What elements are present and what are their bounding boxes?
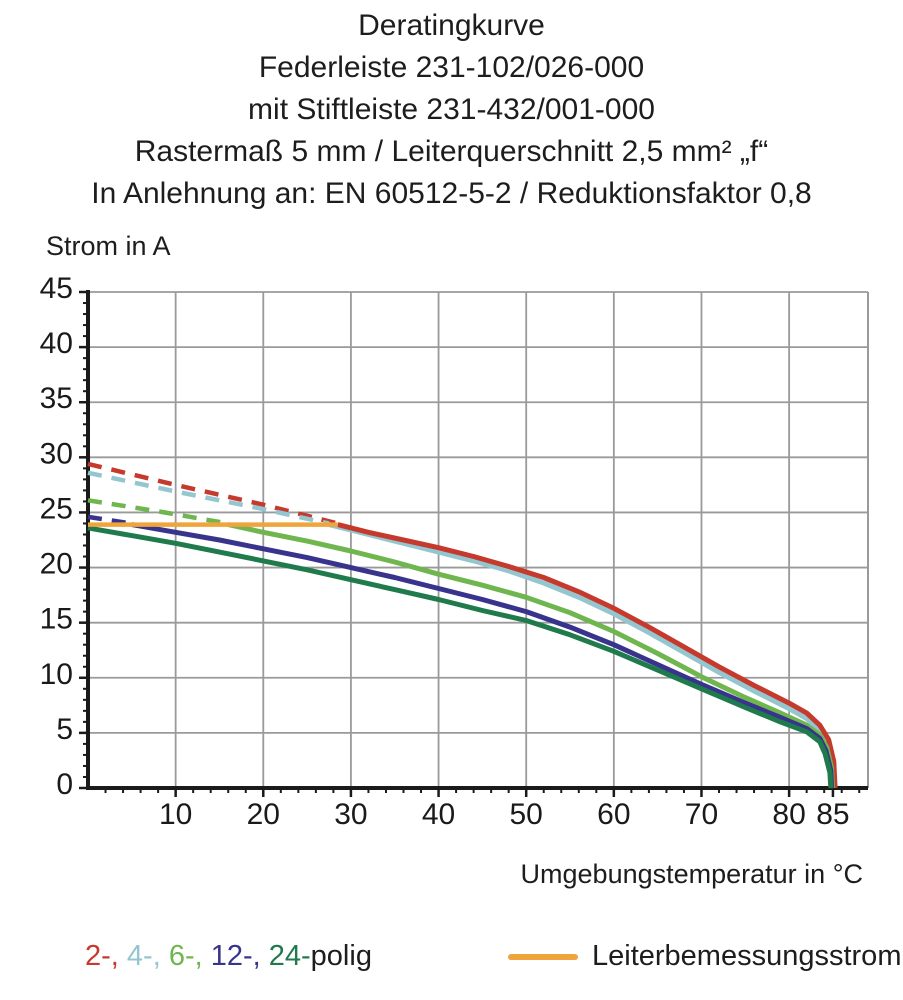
poles-legend: 2-, 4-, 6-, 12-, 24-polig [85,940,372,973]
svg-text:45: 45 [40,272,73,305]
svg-text:70: 70 [685,798,718,831]
leiterbemessungsstrom-swatch [508,953,578,960]
svg-text:10: 10 [40,658,73,691]
chart-title-block: Deratingkurve Federleiste 231-102/026-00… [0,5,903,215]
legend-item-2-polig: 2-, [85,940,127,972]
title-line-2: Federleiste 231-102/026-000 [258,51,645,84]
title-line-3: mit Stiftleiste 231-432/001-000 [248,93,655,126]
legend-item-24-polig: 24- [268,940,311,972]
rated-current-legend: Leiterbemessungsstrom [508,940,901,973]
title-line-4: Rastermaß 5 mm / Leiterquerschnitt 2,5 m… [134,135,769,168]
svg-text:5: 5 [56,713,73,746]
svg-text:30: 30 [40,437,73,470]
legend-item-6-polig: 6-, [168,940,211,972]
legend-suffix: polig [310,940,372,972]
svg-text:0: 0 [56,768,73,801]
title-line-5: In Anlehnung an: EN 60512-5-2 / Reduktio… [91,177,812,210]
svg-text:20: 20 [247,798,280,831]
legend-item-12-polig: 12-, [210,940,269,972]
svg-text:10: 10 [159,798,192,831]
svg-text:30: 30 [334,798,367,831]
svg-text:25: 25 [40,492,73,525]
svg-text:40: 40 [422,798,455,831]
title-line-1: Deratingkurve [358,9,545,42]
svg-text:15: 15 [40,603,73,636]
svg-text:35: 35 [40,382,73,415]
svg-text:50: 50 [510,798,543,831]
svg-text:80: 80 [772,798,805,831]
svg-text:85: 85 [816,798,849,831]
legend-item-4-polig: 4-, [126,940,169,972]
svg-text:20: 20 [40,548,73,581]
svg-text:60: 60 [597,798,630,831]
x-axis-title: Umgebungstemperatur in °C [520,859,863,889]
rated-current-label: Leiterbemessungsstrom [592,940,902,972]
svg-text:40: 40 [40,327,73,360]
y-axis-title: Strom in A [46,231,171,261]
